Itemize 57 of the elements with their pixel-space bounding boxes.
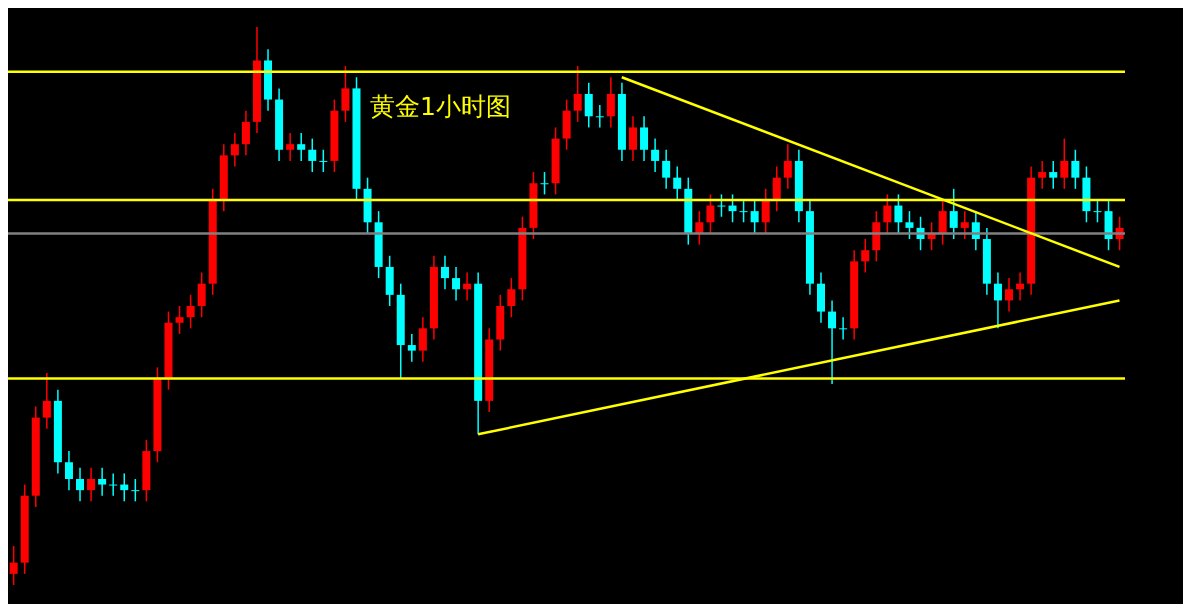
candlestick [573, 65, 582, 123]
candlestick [640, 115, 649, 162]
candlestick [197, 271, 206, 318]
candlestick [418, 316, 427, 363]
candlestick [175, 305, 184, 335]
candlestick [1093, 199, 1102, 224]
candlestick [341, 65, 350, 123]
candlestick [131, 478, 140, 503]
candlestick [905, 210, 914, 240]
candlestick [883, 193, 892, 235]
candlestick [1049, 160, 1058, 190]
candlestick [706, 193, 715, 235]
candlestick [440, 255, 449, 291]
candlestick [308, 137, 317, 173]
candlestick [452, 266, 461, 302]
candlestick [87, 467, 96, 503]
candlestick [960, 210, 969, 240]
candlestick [717, 193, 726, 218]
candlestick [673, 165, 682, 201]
candlestick [783, 143, 792, 190]
candlestick [42, 372, 51, 430]
candlestick [828, 299, 837, 385]
candlestick [938, 199, 947, 246]
candlestick [286, 132, 295, 162]
candlestick [949, 188, 958, 240]
candlestick [1038, 160, 1047, 190]
candlestick [507, 277, 516, 318]
candlestick [628, 115, 637, 162]
candlestick [109, 472, 118, 497]
candlestick [1060, 137, 1069, 190]
candlestick [584, 82, 593, 129]
candlestick [1071, 149, 1080, 190]
candlestick [1005, 277, 1014, 313]
candlestick [319, 149, 328, 173]
candlestick [9, 545, 18, 585]
candlestick [98, 467, 107, 497]
candlestick [186, 294, 195, 330]
candlestick [761, 188, 770, 235]
candlestick [606, 76, 615, 129]
candlestick [76, 467, 85, 503]
candlestick [750, 199, 759, 235]
candlestick [64, 450, 73, 491]
candlestick [739, 199, 748, 224]
text: 黄金1小时图 [370, 91, 511, 123]
candlestick [894, 193, 903, 235]
candlestick [993, 271, 1002, 330]
candlestick [651, 137, 660, 173]
candlestick [839, 316, 848, 341]
candlestick [662, 149, 671, 190]
candlestick [595, 104, 604, 129]
candlestick [241, 109, 250, 157]
candlestick [230, 132, 239, 168]
candlestick [297, 132, 306, 162]
candlestick [407, 333, 416, 363]
candlestick [540, 171, 549, 196]
candlestick [772, 165, 781, 212]
candlestick [861, 238, 870, 274]
